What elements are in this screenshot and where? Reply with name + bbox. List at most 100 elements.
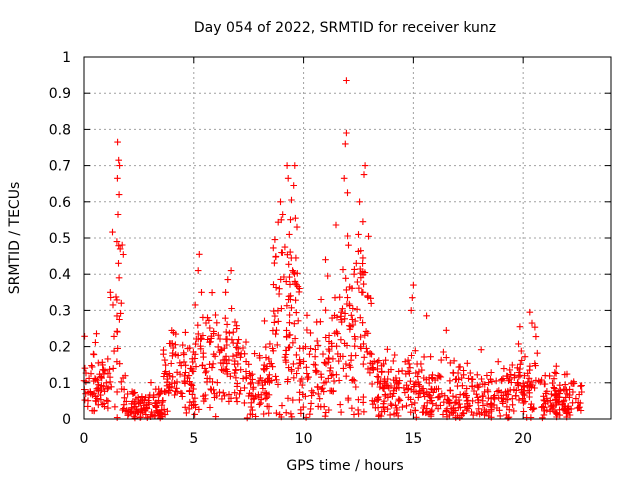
data-point [286,343,293,351]
data-point [292,214,299,222]
data-point [249,406,256,414]
data-point [334,350,342,358]
data-point [121,394,128,402]
data-point [214,343,222,351]
data-point [481,388,488,396]
data-point [270,244,277,252]
data-point [368,380,376,388]
data-point [247,379,255,387]
data-point [221,392,228,400]
data-point [115,274,123,282]
data-point [333,342,340,350]
data-point [262,354,270,361]
data-point [186,398,194,406]
data-point [114,175,121,182]
data-point [346,300,353,308]
data-point [532,333,540,340]
data-point [338,308,345,316]
y-tick-label: 0.8 [49,122,71,138]
data-point [293,309,300,316]
data-point [286,273,293,281]
data-point [446,399,454,406]
data-point [237,387,244,394]
data-point [306,410,314,418]
data-point [110,347,118,355]
data-point [206,324,214,332]
data-point [441,392,449,399]
data-point [340,175,348,182]
data-point [354,278,361,286]
data-point [90,389,98,397]
data-point [229,352,237,360]
data-point [303,312,311,319]
data-point [173,385,180,392]
data-point [169,344,177,352]
data-point [404,356,412,364]
data-point [384,394,392,401]
data-point [199,362,206,369]
data-point [197,345,205,353]
data-point [509,401,516,409]
data-point [106,373,114,381]
data-point [291,279,299,287]
data-point [112,293,120,301]
data-point [452,414,459,421]
data-point [378,408,386,415]
data-point [346,326,354,333]
data-point [242,338,250,346]
data-point [531,384,538,392]
data-point [161,411,169,418]
data-point [241,384,248,392]
data-point [473,390,480,398]
data-point [289,267,296,274]
data-point [370,366,377,374]
data-point [314,383,322,391]
data-point [191,394,199,402]
data-point [222,289,229,296]
data-point [200,353,207,361]
data-point [329,388,337,395]
data-point [120,251,127,258]
data-point [506,375,513,383]
data-point [322,306,329,314]
data-point [249,385,257,393]
data-point [479,380,487,388]
data-point [211,390,218,397]
data-point [283,162,291,169]
data-point [344,294,351,301]
data-point [364,365,372,373]
data-point [286,311,293,319]
data-point [424,391,432,398]
y-tick-label: 0.6 [49,195,71,211]
data-point [504,396,511,403]
data-point [161,356,169,364]
data-point [208,364,216,371]
data-point [184,374,191,382]
data-point [106,366,113,373]
data-point [325,345,332,353]
data-point [183,409,190,417]
data-point [385,384,393,392]
data-point [273,409,280,417]
data-point [401,358,409,365]
data-point [310,361,318,368]
data-point [487,376,494,383]
data-point [393,409,400,417]
data-point [421,402,428,410]
data-point [547,403,555,411]
data-point [165,387,172,394]
data-point [497,389,505,396]
data-point [162,368,169,375]
data-point [303,364,310,371]
data-point [353,260,360,267]
data-point [339,266,347,273]
data-point [325,375,332,382]
data-point [526,362,534,370]
data-point [523,414,530,421]
data-point [561,403,569,410]
data-point [330,377,338,385]
data-point [123,406,130,414]
data-point [118,241,126,249]
data-point [322,360,330,368]
data-point [466,402,473,409]
